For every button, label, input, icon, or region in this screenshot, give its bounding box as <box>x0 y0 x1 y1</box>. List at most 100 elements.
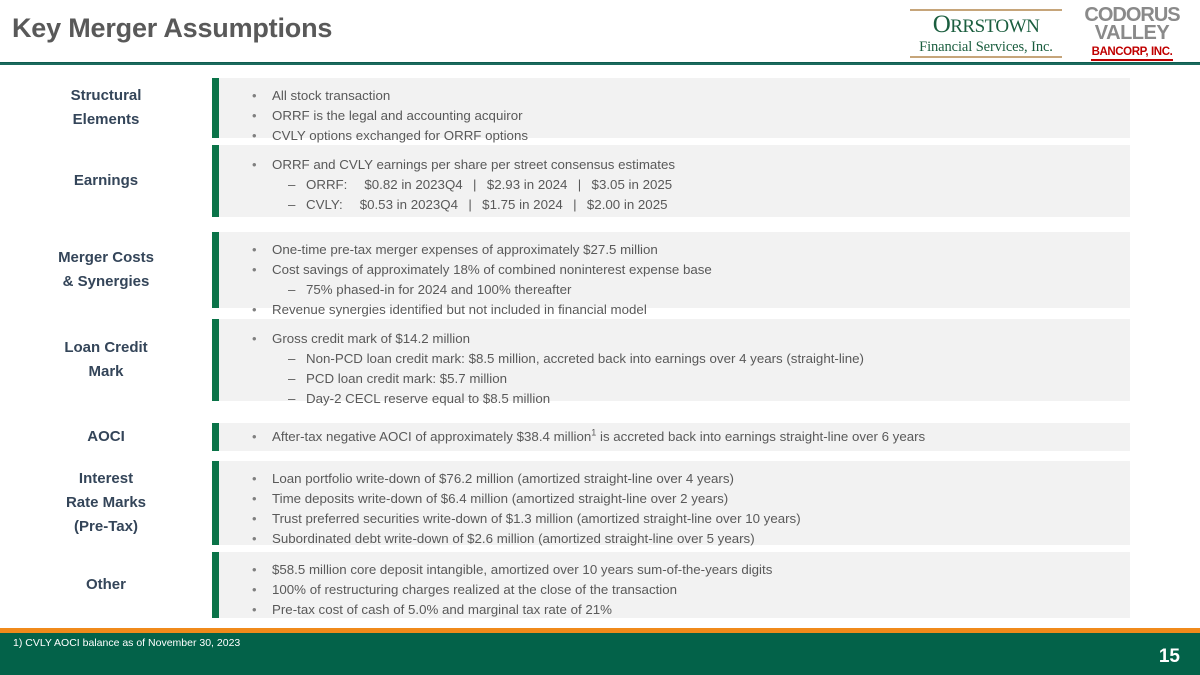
codorus-wordmark-line3: BANCORP, INC. <box>1090 45 1174 61</box>
bullet-text: Cost savings of approximately 18% of com… <box>272 262 712 277</box>
row-label: Merger Costs & Synergies <box>8 246 204 294</box>
row-label-line: (Pre-Tax) <box>74 518 138 535</box>
row-label-line: Other <box>85 576 126 593</box>
bullet-item: • One-time pre-tax merger expenses of app… <box>219 240 1130 260</box>
row-accent-bar <box>212 145 219 217</box>
sub-bullet-item: –75% phased-in for 2024 and 100% thereaf… <box>219 280 1130 300</box>
bullet-item: • Time deposits write-down of $6.4 millio… <box>219 489 1130 509</box>
bullet-text: Day-2 CECL reserve equal to $8.5 million <box>306 391 551 406</box>
dot-bullet-icon: • <box>252 331 257 346</box>
row-label: Interest Rate Marks (Pre-Tax) <box>8 467 204 539</box>
codorus-wordmark-line2: VALLEY <box>1094 22 1170 44</box>
bullet-item: • Cost savings of approximately 18% of co… <box>219 260 1130 280</box>
bullet-text: CVLY: $0.53 in 2023Q4 | $1.75 in 2024 | … <box>306 197 668 212</box>
bullet-item: • Subordinated debt write-down of $2.6 mi… <box>219 529 1130 549</box>
row-label-line: Loan Credit <box>64 339 148 356</box>
row-label: AOCI <box>8 425 204 449</box>
dot-bullet-icon: • <box>252 429 257 444</box>
bullet-item: • Pre-tax cost of cash of 5.0% and margin… <box>219 600 1130 620</box>
bullet-item: • Revenue synergies identified but not in… <box>219 300 1130 320</box>
codorus-wordmark-line1: CODORUS <box>1084 4 1180 26</box>
bullet-text: After-tax negative AOCI of approximately… <box>272 429 592 444</box>
assumption-row: Merger Costs & Synergies • One-time pre-tax… <box>0 232 1200 317</box>
slide-header: Key Merger Assumptions ORRSTOWN Financia… <box>0 0 1200 64</box>
dot-bullet-icon: • <box>252 582 257 597</box>
row-label: Loan Credit Mark <box>8 336 204 384</box>
footnote-text: 1) CVLY AOCI balance as of November 30, … <box>13 637 241 649</box>
dot-bullet-icon: • <box>252 262 257 277</box>
orrstown-rule-top <box>910 9 1062 11</box>
bullet-text: PCD loan credit mark: $5.7 million <box>306 371 508 386</box>
bullet-item: • ORRF and CVLY earnings per share per st… <box>219 155 1130 175</box>
bullet-text: All stock transaction <box>272 88 391 103</box>
sub-bullet-item: – Day-2 CECL reserve equal to $8.5 millio… <box>219 389 1130 409</box>
orrstown-wordmark: ORRSTOWN <box>908 12 1064 39</box>
row-content-box: • $58.5 million core deposit intangible, … <box>219 552 1130 618</box>
sub-bullet-item: – PCD loan credit mark: $5.7 million <box>219 369 1130 389</box>
row-label-line: Mark <box>88 363 124 380</box>
dot-bullet-icon: • <box>252 88 257 103</box>
row-label: Structural Elements <box>8 84 204 132</box>
slide-footer: 1) CVLY AOCI balance as of November 30, … <box>0 633 1200 675</box>
bullet-text: ORRF: $0.82 in 2023Q4 | $2.93 in 2024 | … <box>306 177 673 192</box>
row-label-line: Rate Marks <box>65 494 147 511</box>
row-accent-bar <box>212 552 219 618</box>
bullet-item: • Gross credit mark of $14.2 million <box>219 329 1130 349</box>
row-accent-bar <box>212 423 219 451</box>
bullet-list: • Gross credit mark of $14.2 million – Non-… <box>219 329 1130 409</box>
bullet-text: Non-PCD loan credit mark: $8.5 million, … <box>306 351 864 366</box>
bullet-text: Loan portfolio write-down of $76.2 milli… <box>272 471 734 486</box>
header-divider <box>0 62 1200 65</box>
row-content-box: • Gross credit mark of $14.2 million – Non-… <box>219 319 1130 406</box>
orrstown-wordmark-initial: O <box>932 11 951 38</box>
assumption-row: Other • $58.5 million core deposit intangi… <box>0 552 1200 618</box>
row-label-line: & Synergies <box>62 273 150 290</box>
row-label-line: Structural <box>70 87 142 104</box>
row-content-box: • One-time pre-tax merger expenses of app… <box>219 232 1130 317</box>
dash-bullet-icon: – <box>288 177 296 192</box>
row-content-box: • Loan portfolio write-down of $76.2 mill… <box>219 461 1130 546</box>
row-label-line: Earnings <box>73 172 139 189</box>
dot-bullet-icon: • <box>252 491 257 506</box>
dash-bullet-icon: – <box>288 371 296 386</box>
bullet-list: • After-tax negative AOCI of approximatel… <box>219 427 1130 447</box>
assumption-row: Loan Credit Mark • Gross credit mark of $14… <box>0 319 1200 406</box>
page-number: 15 <box>1158 646 1180 667</box>
page-title: Key Merger Assumptions <box>12 13 333 43</box>
bullet-text-continued: is accreted back into earnings straight-… <box>596 429 926 444</box>
bullet-item: • $58.5 million core deposit intangible, … <box>219 560 1130 580</box>
bullet-list: • $58.5 million core deposit intangible, … <box>219 560 1130 620</box>
dot-bullet-icon: • <box>252 511 257 526</box>
footer-accent-line <box>0 628 1200 633</box>
row-accent-bar <box>212 78 219 138</box>
orrstown-logo: ORRSTOWN Financial Services, Inc. <box>908 9 1064 58</box>
row-label-line: Merger Costs <box>58 249 154 266</box>
bullet-text: Time deposits write-down of $6.4 million… <box>272 491 729 506</box>
dash-bullet-icon: – <box>288 197 296 212</box>
sub-bullet-item: – Non-PCD loan credit mark: $8.5 million,… <box>219 349 1130 369</box>
bullet-text: Pre-tax cost of cash of 5.0% and margina… <box>272 602 612 617</box>
bullet-text: Subordinated debt write-down of $2.6 mil… <box>272 531 755 546</box>
assumption-row: Structural Elements • All stock transaction… <box>0 78 1200 143</box>
dot-bullet-icon: • <box>252 128 257 143</box>
bullet-list: • Loan portfolio write-down of $76.2 mill… <box>219 469 1130 549</box>
codorus-valley-logo: CODORUS VALLEY BANCORP, INC. <box>1072 4 1192 61</box>
bullet-list: • ORRF and CVLY earnings per share per st… <box>219 155 1130 215</box>
dash-bullet-icon: – <box>288 351 296 366</box>
bullet-text: One-time pre-tax merger expenses of appr… <box>272 242 658 257</box>
dot-bullet-icon: • <box>252 602 257 617</box>
dot-bullet-icon: • <box>252 562 257 577</box>
bullet-item: • Trust preferred securities write-down o… <box>219 509 1130 529</box>
assumption-row: Interest Rate Marks (Pre-Tax) • Loan portfol… <box>0 461 1200 546</box>
row-content-box: • All stock transaction • ORRF is the legal… <box>219 78 1130 143</box>
bullet-item: • Loan portfolio write-down of $76.2 mill… <box>219 469 1130 489</box>
row-accent-bar <box>212 232 219 308</box>
bullet-text: Revenue synergies identified but not inc… <box>272 302 647 317</box>
dot-bullet-icon: • <box>252 531 257 546</box>
row-label-line: AOCI <box>87 428 125 445</box>
bullet-text: 100% of restructuring charges realized a… <box>272 582 678 597</box>
row-label: Earnings <box>8 169 204 193</box>
bullet-item: • CVLY options exchanged for ORRF options <box>219 126 1130 146</box>
bullet-list: • One-time pre-tax merger expenses of app… <box>219 240 1130 320</box>
bullet-item: • ORRF is the legal and accounting acquir… <box>219 106 1130 126</box>
